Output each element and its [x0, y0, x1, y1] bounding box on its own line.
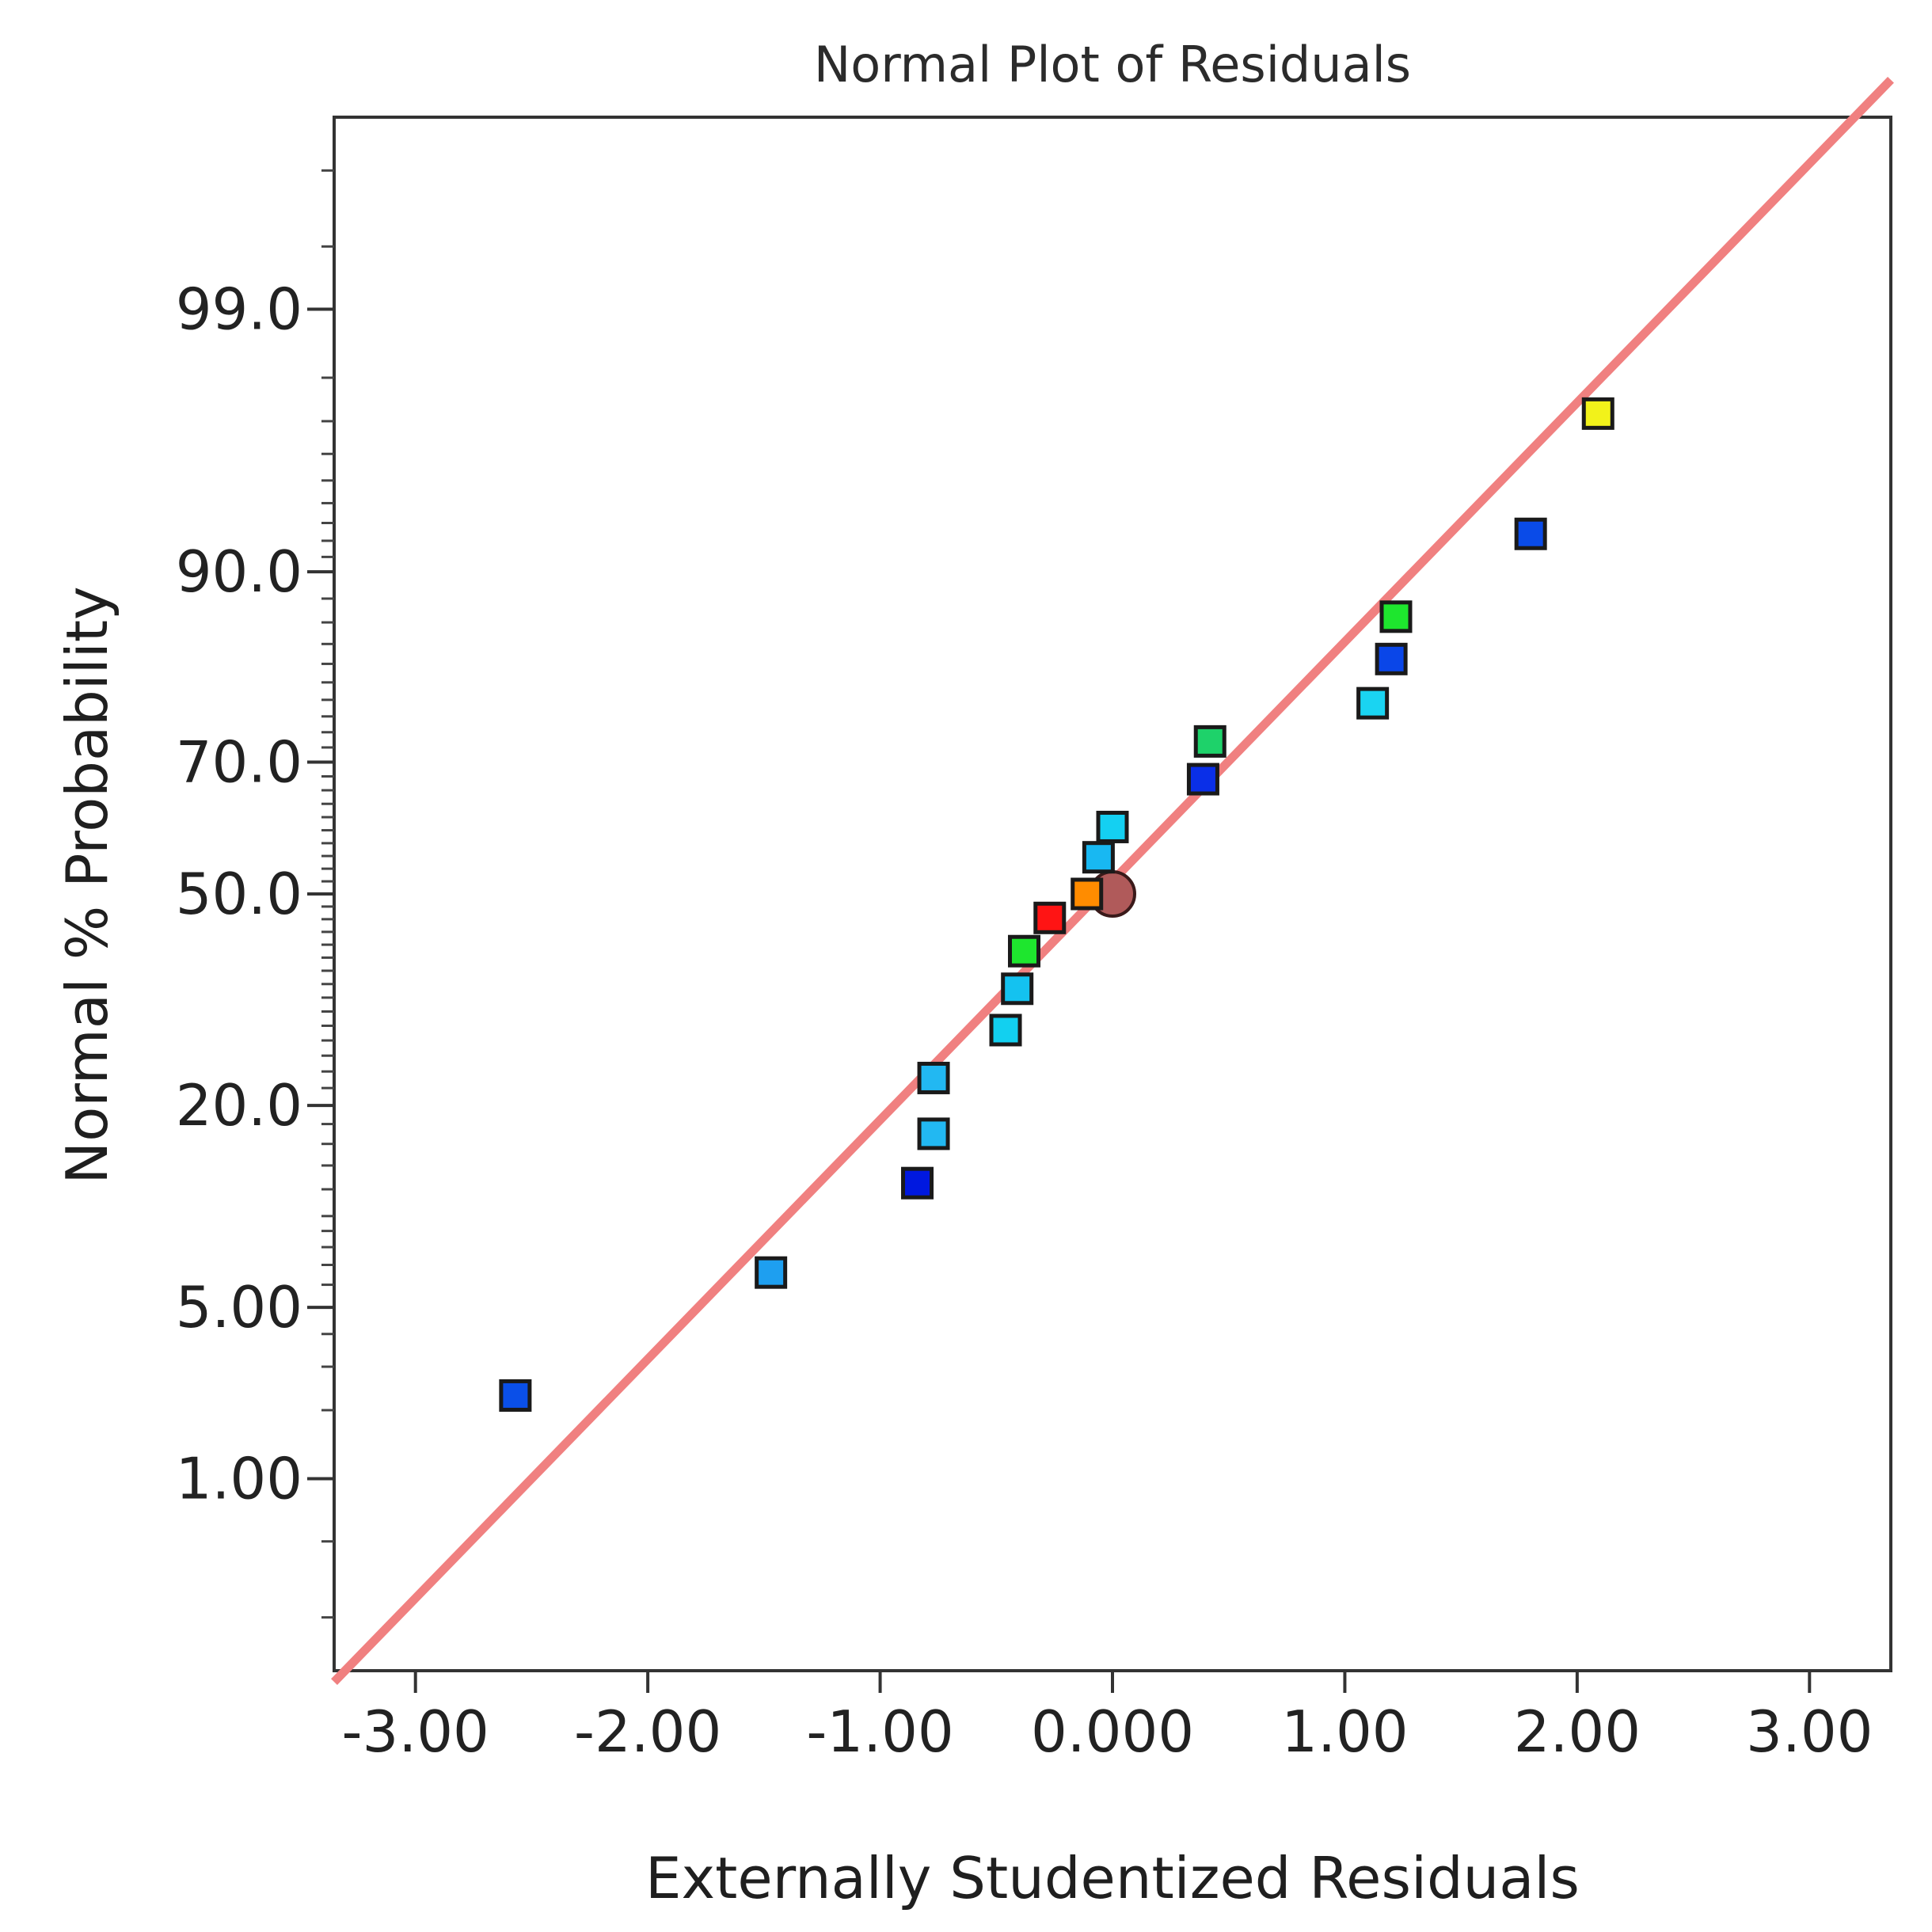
residual-point: [499, 1379, 532, 1412]
x-tick-label: 2.00: [1514, 1698, 1641, 1765]
x-axis: -3.00 -2.00 -1.00 0.000 1.00 2.00 3.00: [342, 1671, 1873, 1765]
residual-point: [1001, 972, 1034, 1006]
x-tick-label: -1.00: [806, 1698, 953, 1765]
residual-point: [917, 1061, 950, 1094]
residual-point: [1514, 517, 1547, 550]
residual-point: [1082, 841, 1115, 874]
y-tick-label: 20.0: [176, 1072, 302, 1139]
x-axis-title: Externally Studentized Residuals: [645, 1845, 1580, 1911]
residual-point: [917, 1117, 950, 1150]
residual-point: [755, 1256, 788, 1289]
data-points: [499, 397, 1614, 1412]
y-tick-label: 90.0: [176, 538, 302, 605]
x-tick-label: -2.00: [574, 1698, 721, 1765]
y-axis: 1.00 5.00 20.0 50.0 70.0 90.0 99.0: [176, 169, 334, 1619]
residual-point: [1186, 763, 1219, 796]
x-tick-label: 3.00: [1746, 1698, 1873, 1765]
chart-title: Normal Plot of Residuals: [814, 36, 1411, 93]
residual-point: [901, 1166, 934, 1200]
residual-point: [1375, 642, 1408, 675]
y-tick-label: 99.0: [176, 276, 302, 342]
residual-point: [1193, 724, 1227, 758]
x-tick-label: -3.00: [342, 1698, 489, 1765]
y-tick-label: 1.00: [176, 1446, 302, 1512]
residual-point: [1379, 600, 1413, 633]
x-tick-label: 0.000: [1031, 1698, 1194, 1765]
residual-point: [1007, 934, 1040, 968]
residual-point: [989, 1014, 1022, 1047]
residual-point: [1096, 810, 1129, 843]
y-tick-label: 5.00: [176, 1274, 302, 1341]
residual-point: [1071, 877, 1104, 911]
residual-point: [1581, 397, 1614, 430]
residual-point: [1033, 901, 1067, 934]
residual-point: [1356, 686, 1390, 720]
x-tick-label: 1.00: [1281, 1698, 1408, 1765]
y-tick-label: 70.0: [176, 729, 302, 796]
y-axis-title: Normal % Probability: [54, 586, 120, 1184]
y-tick-label: 50.0: [176, 861, 302, 927]
